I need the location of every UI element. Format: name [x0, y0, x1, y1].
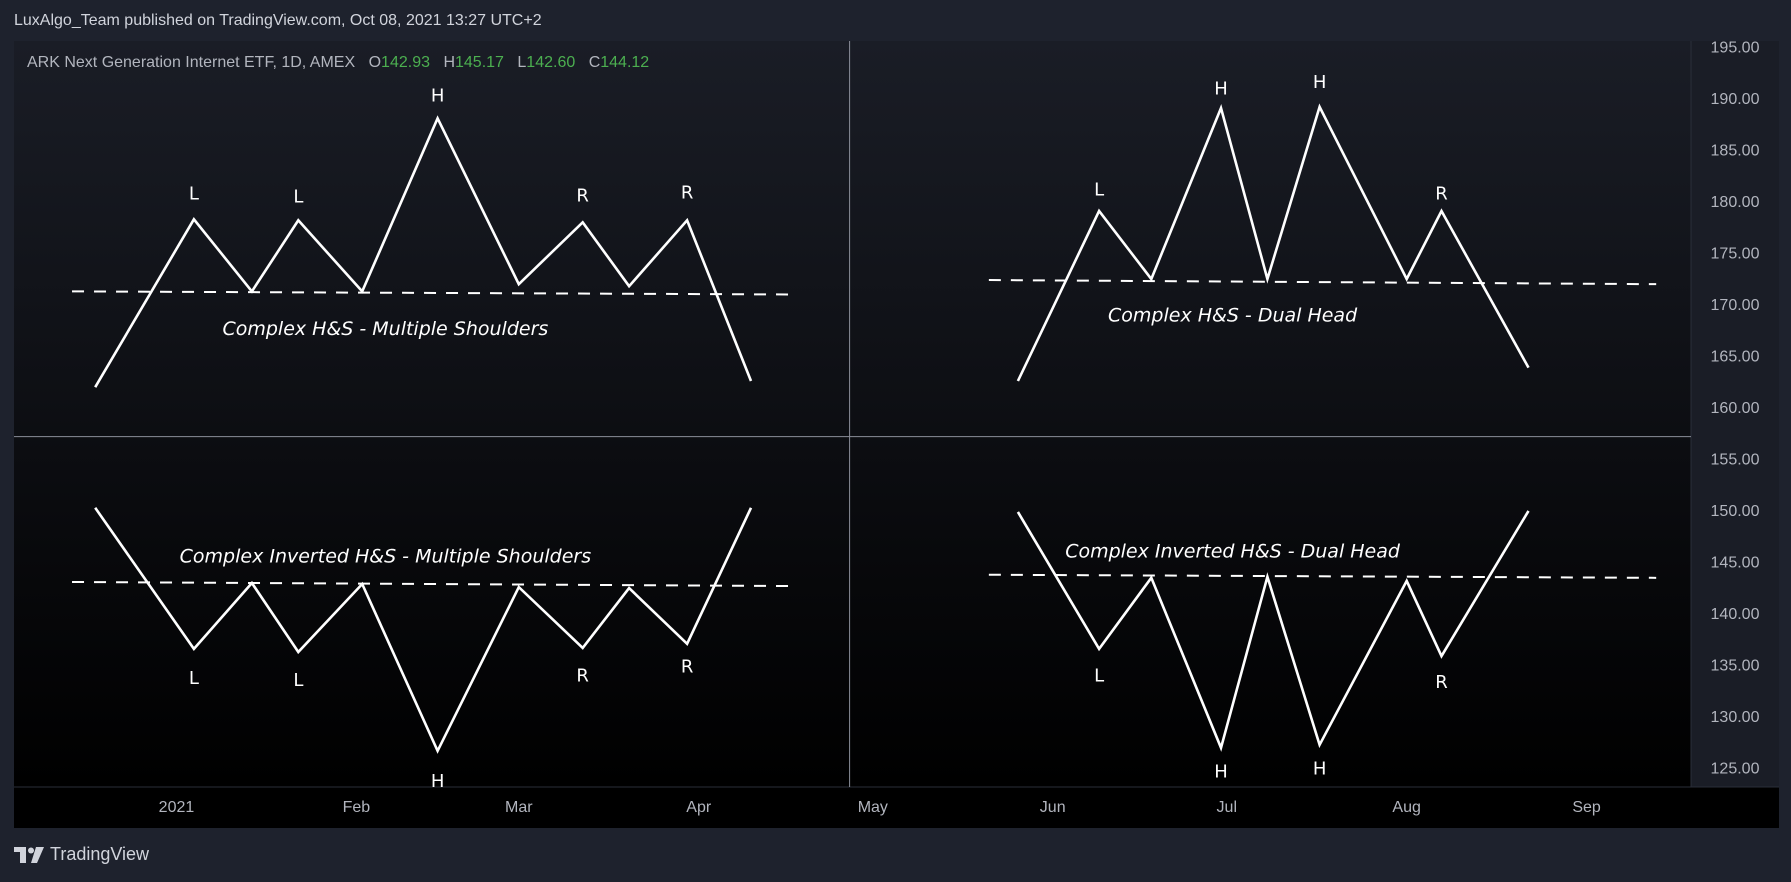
pattern-mark-l-1-1: L: [189, 184, 199, 205]
high-value: 145.17: [455, 54, 504, 71]
pattern-mark-r-4-4: R: [1435, 672, 1448, 693]
price-tick-label: 150.00: [1711, 503, 1760, 520]
time-tick-label: Aug: [1392, 799, 1420, 816]
close-value: 144.12: [600, 54, 650, 71]
pattern-mark-l-3-2: L: [293, 670, 303, 691]
price-tick-label: 130.00: [1711, 709, 1760, 726]
pattern-mark-l-2-1: L: [1094, 179, 1104, 200]
pattern-mark-h-2-2: H: [1214, 78, 1228, 99]
price-tick-label: 125.00: [1711, 761, 1760, 778]
low-label: L: [517, 54, 527, 71]
pattern-mark-h-4-3: H: [1313, 758, 1327, 779]
pattern-mark-r-1-4: R: [576, 186, 589, 207]
neckline-1: [72, 290, 792, 296]
open-label: O: [368, 54, 382, 71]
open-value: 142.93: [381, 54, 430, 71]
pattern-mark-r-2-4: R: [1435, 184, 1448, 205]
plot-background: [14, 41, 1691, 787]
pattern-mark-l-4-1: L: [1094, 666, 1104, 687]
pattern-mark-r-1-5: R: [681, 182, 694, 203]
published-header: LuxAlgo_Team published on TradingView.co…: [14, 12, 542, 29]
time-tick-label: Feb: [343, 799, 371, 816]
time-tick-label: Apr: [686, 799, 712, 816]
price-tick-label: 195.00: [1711, 41, 1760, 56]
time-tick-label: Jul: [1217, 799, 1237, 816]
price-tick-label: 190.00: [1711, 91, 1760, 108]
price-axis-background: [1691, 41, 1779, 787]
price-tick-label: 155.00: [1711, 452, 1760, 469]
close-label: C: [588, 54, 601, 71]
pattern-mark-h-3-3: H: [431, 771, 445, 792]
high-label: H: [443, 54, 455, 71]
pattern-label-4: Complex Inverted H&S - Dual Head: [1065, 541, 1401, 563]
pattern-line-1: [94, 115, 753, 388]
price-tick-label: 165.00: [1711, 349, 1760, 366]
price-tick-label: 140.00: [1711, 606, 1760, 623]
pattern-mark-l-3-1: L: [189, 668, 199, 689]
time-tick-label: Sep: [1572, 799, 1601, 816]
price-tick-label: 135.00: [1711, 658, 1760, 675]
pattern-label-3: Complex Inverted H&S - Multiple Shoulder…: [180, 546, 592, 568]
pattern-mark-r-3-4: R: [576, 666, 589, 687]
pattern-mark-l-1-2: L: [293, 187, 303, 208]
price-tick-label: 160.00: [1711, 400, 1760, 417]
time-tick-label: May: [858, 799, 888, 816]
symbol-legend[interactable]: ARK Next Generation Internet ETF, 1D, AM…: [27, 54, 649, 72]
neckline-3: [72, 580, 792, 588]
tradingview-logo-icon: [14, 846, 44, 863]
pattern-line-3: [94, 507, 753, 754]
pattern-line-2: [1016, 103, 1530, 382]
time-tick-label: Mar: [505, 799, 533, 816]
time-tick-label: Jun: [1040, 799, 1066, 816]
pattern-label-2: Complex H&S - Dual Head: [1108, 305, 1358, 327]
neckline-2: [988, 279, 1657, 286]
pattern-line-4: [1016, 510, 1530, 752]
low-value: 142.60: [526, 54, 576, 71]
pattern-mark-r-3-5: R: [681, 656, 694, 677]
footer-brand[interactable]: TradingView: [14, 844, 149, 865]
price-tick-label: 175.00: [1711, 246, 1760, 263]
chart-canvas[interactable]: L LHR R LH HRL LHR R LH HR Complex H&S - Multipl…: [14, 41, 1779, 828]
neckline-4: [988, 573, 1657, 579]
time-axis-background: [14, 787, 1779, 828]
price-tick-label: 180.00: [1711, 194, 1760, 211]
pattern-mark-h-4-2: H: [1214, 762, 1228, 783]
price-tick-label: 145.00: [1711, 555, 1760, 572]
price-tick-label: 170.00: [1711, 297, 1760, 314]
time-tick-label: 2021: [159, 799, 195, 816]
footer-brand-label: TradingView: [50, 844, 150, 864]
pattern-mark-h-2-3: H: [1313, 72, 1327, 93]
symbol-description[interactable]: ARK Next Generation Internet ETF, 1D, AM…: [27, 54, 356, 71]
pattern-mark-h-1-3: H: [431, 86, 445, 107]
pattern-label-1: Complex H&S - Multiple Shoulders: [222, 318, 548, 340]
price-tick-label: 185.00: [1711, 142, 1760, 159]
